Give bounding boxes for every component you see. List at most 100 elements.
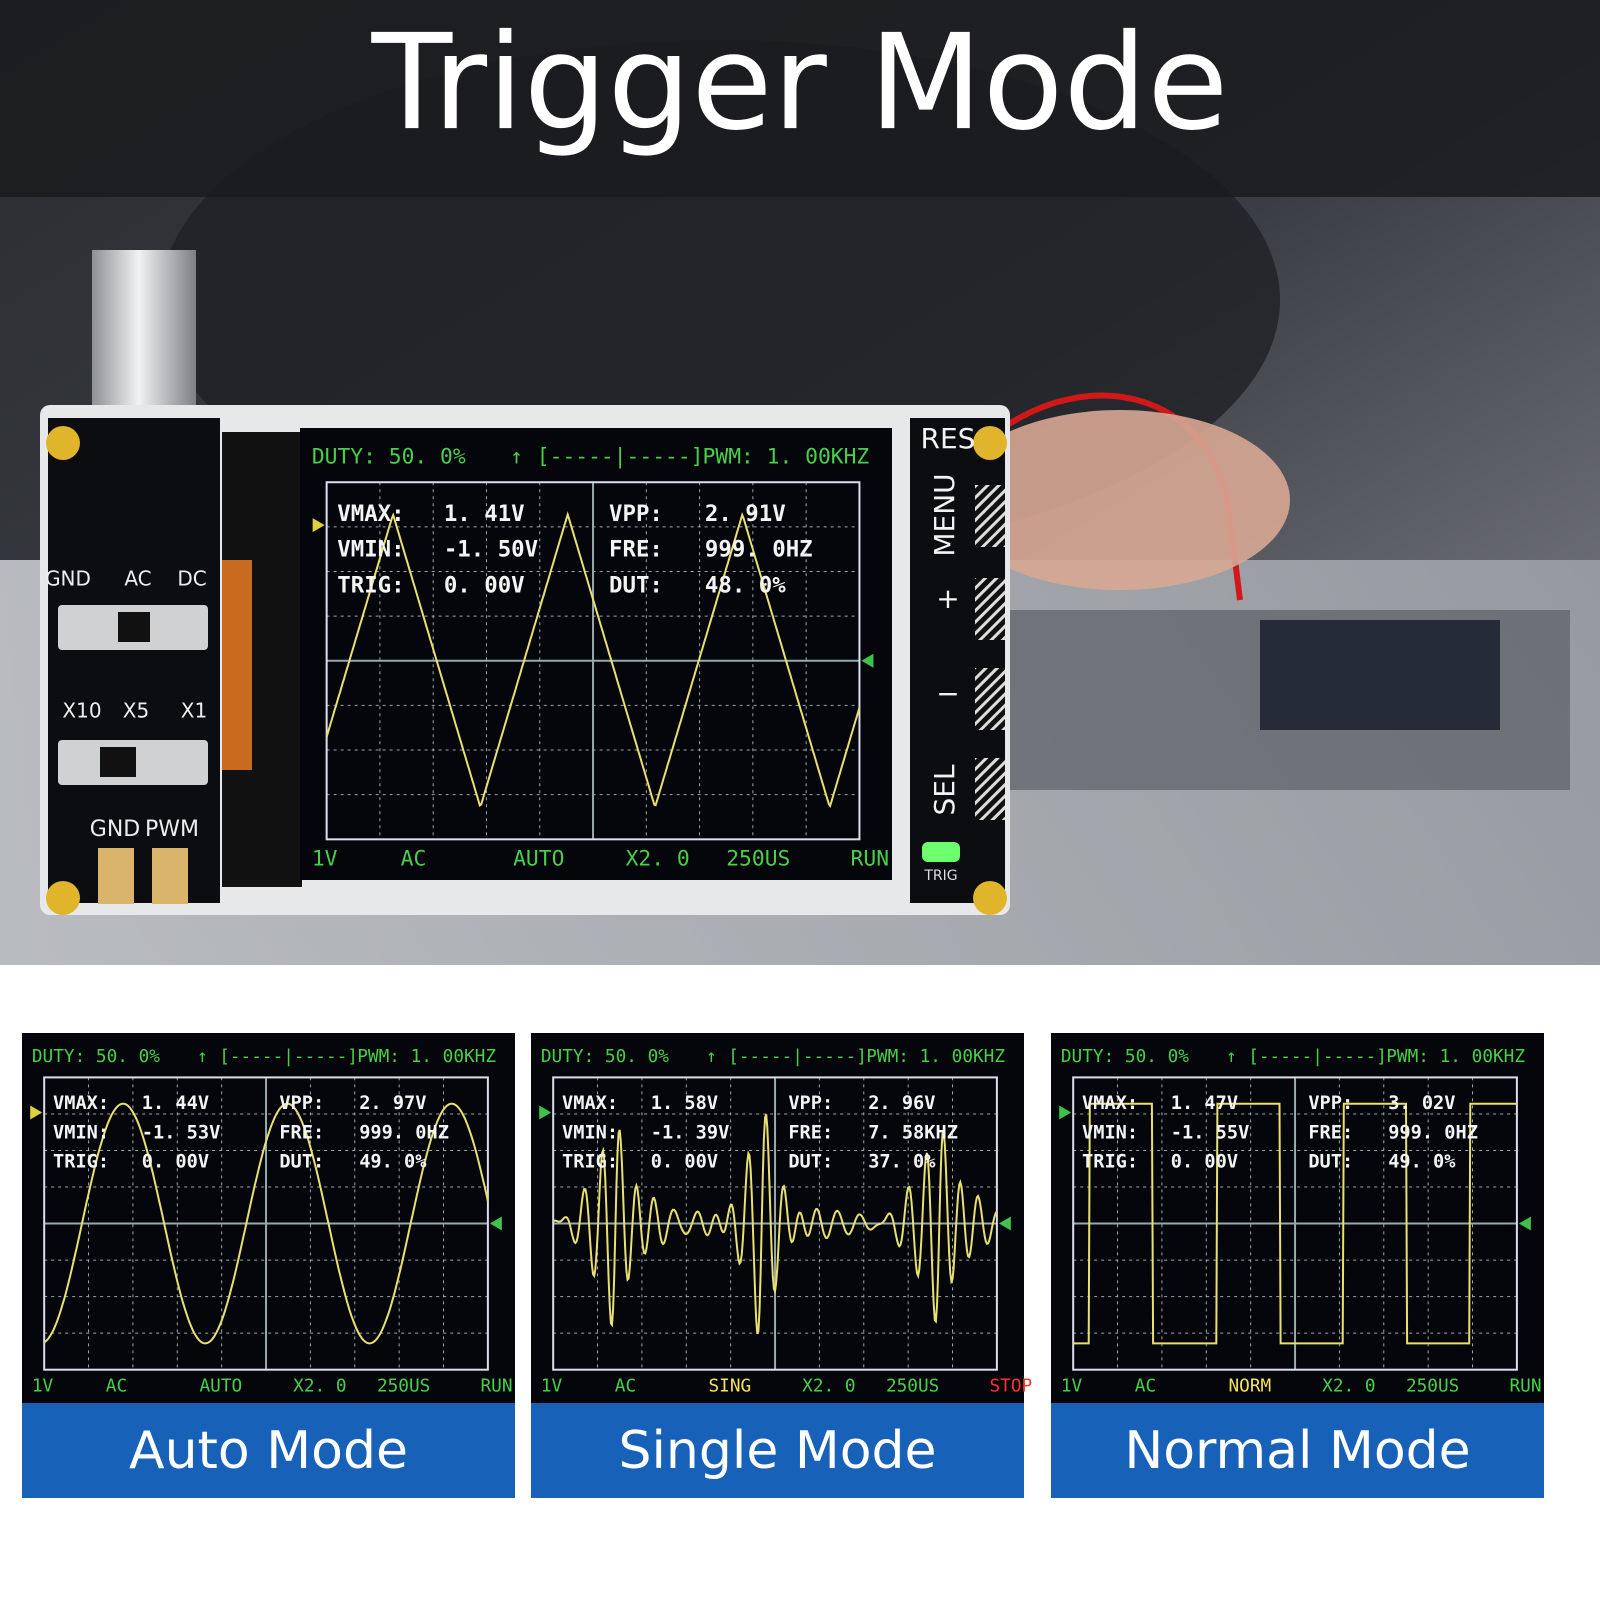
reading: DUT: [1308,1152,1353,1173]
screw [973,881,1007,915]
status-text: DUTY: 50. 0% [312,444,466,469]
button-label: + [936,582,959,615]
gnd-pad [98,848,134,904]
reading: 3. 02V [1388,1093,1455,1114]
reading: FRE: [609,537,663,563]
status-text: ↑ [706,1047,717,1067]
button [975,578,1005,640]
lcd-background [22,1033,515,1403]
status-text: [-----|-----] [1248,1047,1387,1067]
button-label: − [936,677,959,710]
reading: 1. 47V [1171,1093,1238,1114]
status-text: PWM: 1. 00KHZ [1386,1047,1525,1067]
reading: 0. 00V [444,572,525,598]
coupling-label: GND [45,567,91,591]
footer-text: 250US [886,1376,939,1396]
reading: -1. 53V [142,1122,221,1143]
status-text: ↑ [510,444,523,469]
trigger-marker [30,1105,43,1120]
probe-label: X10 [62,699,101,723]
probe-label: X1 [181,699,207,723]
reading: -1. 50V [444,537,538,563]
panel-caption: Auto Mode [129,1421,408,1481]
reading: VPP: [609,501,663,527]
reading: 0. 00V [142,1152,209,1173]
footer-text: SING [708,1376,751,1396]
reading: FRE: [1308,1122,1353,1143]
footer-text: NORM [1228,1376,1271,1396]
reading: -1. 55V [1171,1122,1250,1143]
trigger-marker [312,518,325,533]
status-text: DUTY: 50. 0% [1061,1047,1189,1067]
button [975,758,1005,820]
button-label: MENU [928,473,961,556]
footer-text: AUTO [199,1376,242,1396]
title-band [0,0,1600,197]
button-label: RES [921,422,976,455]
reading: 7. 58KHZ [868,1122,958,1143]
button-label: SEL [928,764,961,815]
reading: VMIN: [53,1122,109,1143]
reading: -1. 39V [651,1122,730,1143]
reading: VMIN: [337,537,404,563]
reading: 0. 00V [1171,1152,1238,1173]
waveform [325,511,861,809]
status-text: [-----|-----] [219,1047,358,1067]
reading: 1. 58V [651,1093,718,1114]
level-marker [1518,1216,1531,1231]
waveform [552,1113,998,1335]
trigger-marker [1059,1105,1072,1120]
reading: VPP: [279,1093,324,1114]
reading: VPP: [1308,1093,1353,1114]
button [975,668,1005,730]
reading: VMIN: [1082,1122,1138,1143]
footer-text: AC [106,1376,127,1396]
reading: VMAX: [562,1093,618,1114]
status-text: DUTY: 50. 0% [32,1047,160,1067]
bnc-connector [92,250,196,415]
coupling-label: DC [177,567,206,591]
reading: VMAX: [337,501,404,527]
reading: 49. 0% [1388,1152,1456,1173]
footer-text: 1V [32,1376,54,1396]
panel-caption: Normal Mode [1124,1421,1470,1481]
footer-text: RUN [480,1376,512,1396]
caption-band [531,1403,1024,1498]
status-text: [-----|-----] [537,444,704,469]
lcd-background [300,428,892,880]
status-text: ↑ [1226,1047,1237,1067]
coupling-label: AC [124,567,151,591]
trig-led [922,842,960,862]
reading: 2. 96V [868,1093,935,1114]
grid-frame [325,481,861,841]
footer-text: RUN [851,847,889,872]
lcd-background [531,1033,1024,1403]
reading: DUT: [609,572,663,598]
footer-text: STOP [989,1376,1032,1396]
reading: 48. 0% [705,572,786,598]
switch-knob [118,612,150,642]
status-text: DUTY: 50. 0% [541,1047,669,1067]
lcd-background [1051,1033,1544,1403]
reading: VMIN: [562,1122,618,1143]
status-text: PWM: 1. 00KHZ [866,1047,1005,1067]
lcd-screen: DUTY: 50. 0% ↑ [-----|-----] PWM: 1. 00KHZ V… [300,428,892,880]
reading: 2. 91V [705,501,786,527]
screw [46,426,80,460]
grid-frame [43,1076,489,1371]
reading: 999. 0HZ [705,537,813,563]
lcd-screen: DUTY: 50. 0% ↑ [-----|-----] PWM: 1. 00KHZ V… [1051,1033,1544,1403]
reading: FRE: [279,1122,324,1143]
indicator-label: TRIG [923,868,957,884]
footer-text: AC [615,1376,636,1396]
reading: TRIG: [562,1152,618,1173]
reading: 1. 41V [444,501,525,527]
reading: 49. 0% [359,1152,427,1173]
output-label: PWM [145,817,199,842]
status-text: PWM: 1. 00KHZ [357,1047,496,1067]
screw [46,881,80,915]
waveform [43,1102,489,1345]
button [975,485,1005,547]
status-text: PWM: 1. 00KHZ [703,444,870,469]
